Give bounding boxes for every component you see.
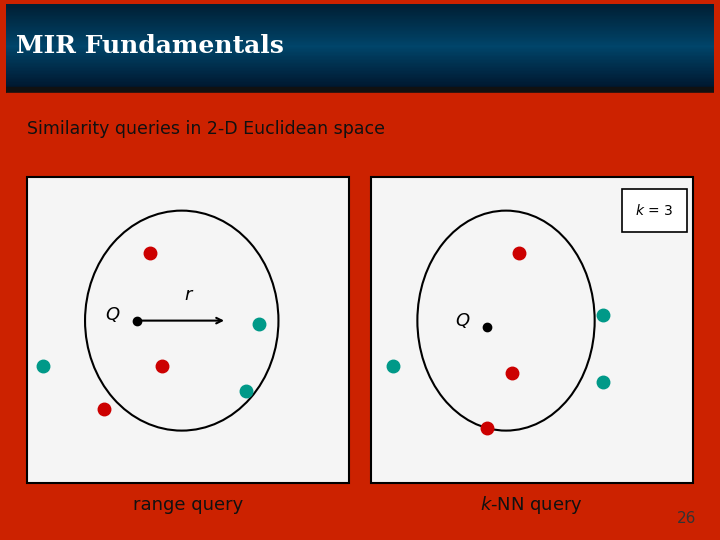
Bar: [6, 51, 714, 54]
Bar: [6, 36, 714, 39]
Bar: [6, 26, 714, 29]
Bar: [6, 23, 714, 25]
Text: Q: Q: [105, 306, 120, 323]
Bar: [6, 42, 714, 44]
Bar: [622, 189, 687, 232]
Bar: [6, 25, 714, 28]
Bar: [6, 20, 714, 22]
Text: 26: 26: [677, 511, 696, 526]
Bar: [6, 32, 714, 35]
Bar: [6, 28, 714, 30]
Bar: [6, 14, 714, 17]
Bar: [6, 57, 714, 59]
Bar: [6, 65, 714, 68]
Text: Similarity queries in 2-D Euclidean space: Similarity queries in 2-D Euclidean spac…: [27, 120, 385, 138]
Bar: [6, 84, 714, 87]
Bar: [6, 8, 714, 10]
Text: r: r: [184, 286, 192, 304]
Bar: [6, 53, 714, 55]
Bar: [6, 66, 714, 69]
Bar: [6, 21, 714, 24]
Bar: [6, 35, 714, 37]
Bar: [6, 83, 714, 85]
Bar: [6, 46, 714, 48]
Bar: [6, 93, 714, 103]
Text: $k$ = 3: $k$ = 3: [635, 203, 673, 218]
Bar: [6, 87, 714, 93]
Bar: [6, 24, 714, 26]
Bar: [6, 29, 714, 32]
Bar: [6, 58, 714, 60]
Bar: [6, 76, 714, 78]
Bar: [6, 80, 714, 83]
Bar: [27, 177, 349, 483]
Bar: [6, 18, 714, 21]
Bar: [6, 31, 714, 33]
Bar: [6, 39, 714, 42]
Text: MIR Fundamentals: MIR Fundamentals: [17, 33, 284, 57]
Bar: [6, 71, 714, 73]
Bar: [6, 47, 714, 50]
Text: range query: range query: [133, 496, 243, 515]
Bar: [6, 64, 714, 66]
Bar: [6, 13, 714, 15]
Bar: [6, 49, 714, 51]
Bar: [6, 17, 714, 19]
Text: Q: Q: [456, 312, 469, 329]
Bar: [6, 72, 714, 75]
Bar: [6, 54, 714, 57]
Bar: [6, 79, 714, 81]
Bar: [6, 56, 714, 58]
Bar: [6, 3, 714, 6]
Bar: [6, 16, 714, 18]
Bar: [6, 11, 714, 14]
Bar: [371, 177, 693, 483]
Text: $k$-NN query: $k$-NN query: [480, 495, 583, 516]
Bar: [6, 38, 714, 40]
Bar: [6, 5, 714, 7]
Bar: [6, 77, 714, 80]
Bar: [6, 59, 714, 62]
Bar: [6, 73, 714, 76]
Bar: [6, 9, 714, 11]
Bar: [6, 33, 714, 36]
Bar: [6, 62, 714, 65]
Bar: [6, 6, 714, 9]
Bar: [6, 75, 714, 77]
Bar: [6, 10, 714, 12]
Bar: [6, 69, 714, 72]
Bar: [6, 61, 714, 63]
Bar: [6, 50, 714, 52]
Bar: [6, 43, 714, 45]
Bar: [6, 82, 714, 84]
Bar: [6, 44, 714, 47]
Bar: [6, 68, 714, 70]
Bar: [6, 40, 714, 43]
